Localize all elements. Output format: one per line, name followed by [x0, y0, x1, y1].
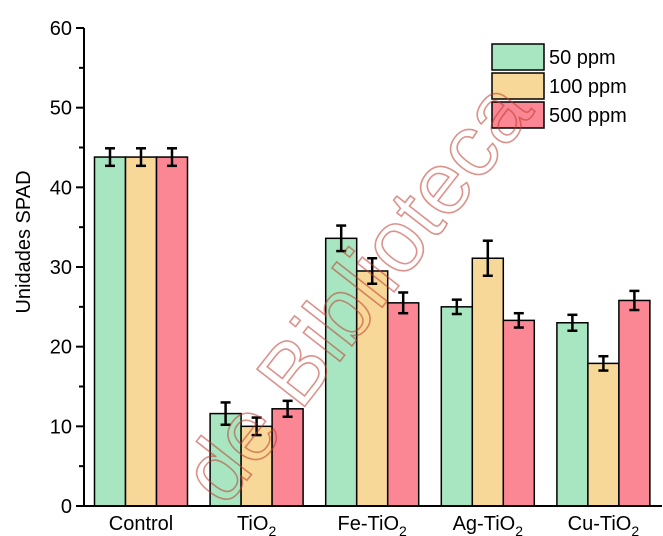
bar: [271, 408, 304, 507]
legend-entry: 500 ppm: [491, 101, 627, 129]
bar: [386, 302, 420, 507]
bar: [93, 156, 127, 507]
error-bar: [105, 147, 115, 168]
error-bars-layer: [105, 147, 640, 437]
error-bar: [629, 289, 640, 312]
legend-entry: 50 ppm: [491, 43, 616, 71]
error-bar: [251, 416, 262, 437]
error-bar: [451, 298, 462, 316]
legend-label: 500 ppm: [549, 105, 627, 127]
x-tick-label: Cu-TiO2: [568, 513, 640, 536]
error-bar: [336, 224, 347, 253]
x-tick-label: Fe-TiO2: [338, 513, 407, 536]
legend: 50 ppm 100 ppm 500 ppm: [491, 43, 627, 129]
error-bar: [513, 311, 524, 329]
error-bar: [482, 239, 493, 278]
error-bar: [598, 354, 609, 372]
bar: [124, 156, 158, 507]
error-bar: [282, 399, 293, 419]
bar: [324, 237, 358, 507]
y-axis-title: Unidades SPAD: [13, 170, 35, 313]
error-bar: [136, 147, 146, 168]
error-bar: [398, 291, 409, 315]
y-tick-label: 30: [50, 257, 72, 279]
legend-label: 50 ppm: [549, 47, 616, 69]
y-tick-label: 10: [50, 416, 72, 438]
bar: [502, 319, 536, 507]
bar: [240, 425, 273, 507]
bar: [209, 412, 242, 507]
error-bar: [567, 313, 578, 332]
legend-swatch: [491, 43, 545, 71]
x-tick-label: Control: [109, 513, 173, 535]
bar: [440, 306, 474, 507]
bar: [471, 257, 505, 507]
y-tick-label: 0: [61, 496, 72, 518]
bar: [155, 156, 189, 507]
x-tick-label: Ag-TiO2: [453, 513, 524, 536]
error-bar: [220, 401, 231, 426]
bar: [618, 299, 651, 507]
legend-swatch: [491, 101, 545, 129]
legend-entry: 100 ppm: [491, 72, 627, 100]
bar: [355, 270, 389, 507]
y-tick-label: 50: [50, 98, 72, 120]
y-tick-label: 40: [50, 177, 72, 199]
y-tick-label: 60: [50, 18, 72, 40]
axes-layer: Control TiO2 Fe-TiO2 Ag-TiO2 Cu-TiO2 0 10 20 30 4…: [50, 18, 662, 536]
legend-label: 100 ppm: [549, 76, 627, 98]
bar: [556, 322, 589, 507]
bar: [587, 362, 620, 507]
x-tick-label: TiO2: [237, 513, 276, 536]
error-bar: [367, 256, 378, 285]
error-bar: [167, 147, 177, 168]
legend-swatch: [491, 72, 545, 100]
y-tick-label: 20: [50, 337, 72, 359]
bars-layer: [93, 156, 651, 507]
